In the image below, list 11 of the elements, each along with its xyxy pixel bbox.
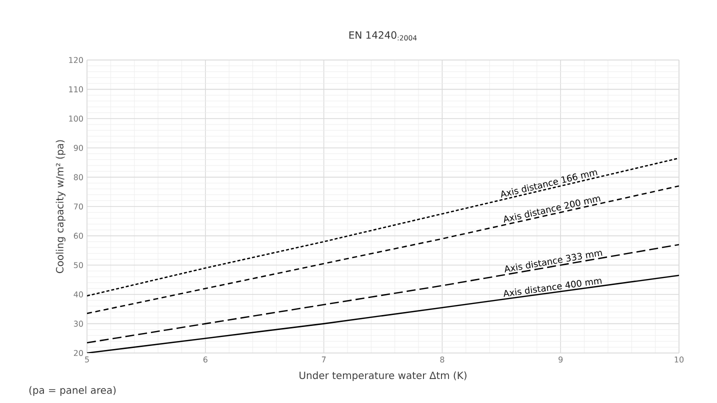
- text: Axis distance 333 mm: [504, 250, 602, 272]
- line-series: [87, 274, 680, 353]
- line-series: [87, 158, 680, 297]
- text: Axis distance 400 mm: [504, 278, 602, 297]
- text: (pa = panel area): [29, 386, 116, 396]
- line-series: [87, 244, 680, 344]
- text: Axis distance 166 mm: [501, 170, 598, 198]
- y-axis-title: Cooling capacity w/m² (pa): [56, 140, 66, 274]
- x-axis-title: Under temperature water Δtm (K): [300, 371, 466, 382]
- chart-title: EN 14240$_{:2004}$: [349, 31, 417, 40]
- text: Axis distance 200 mm: [504, 196, 600, 223]
